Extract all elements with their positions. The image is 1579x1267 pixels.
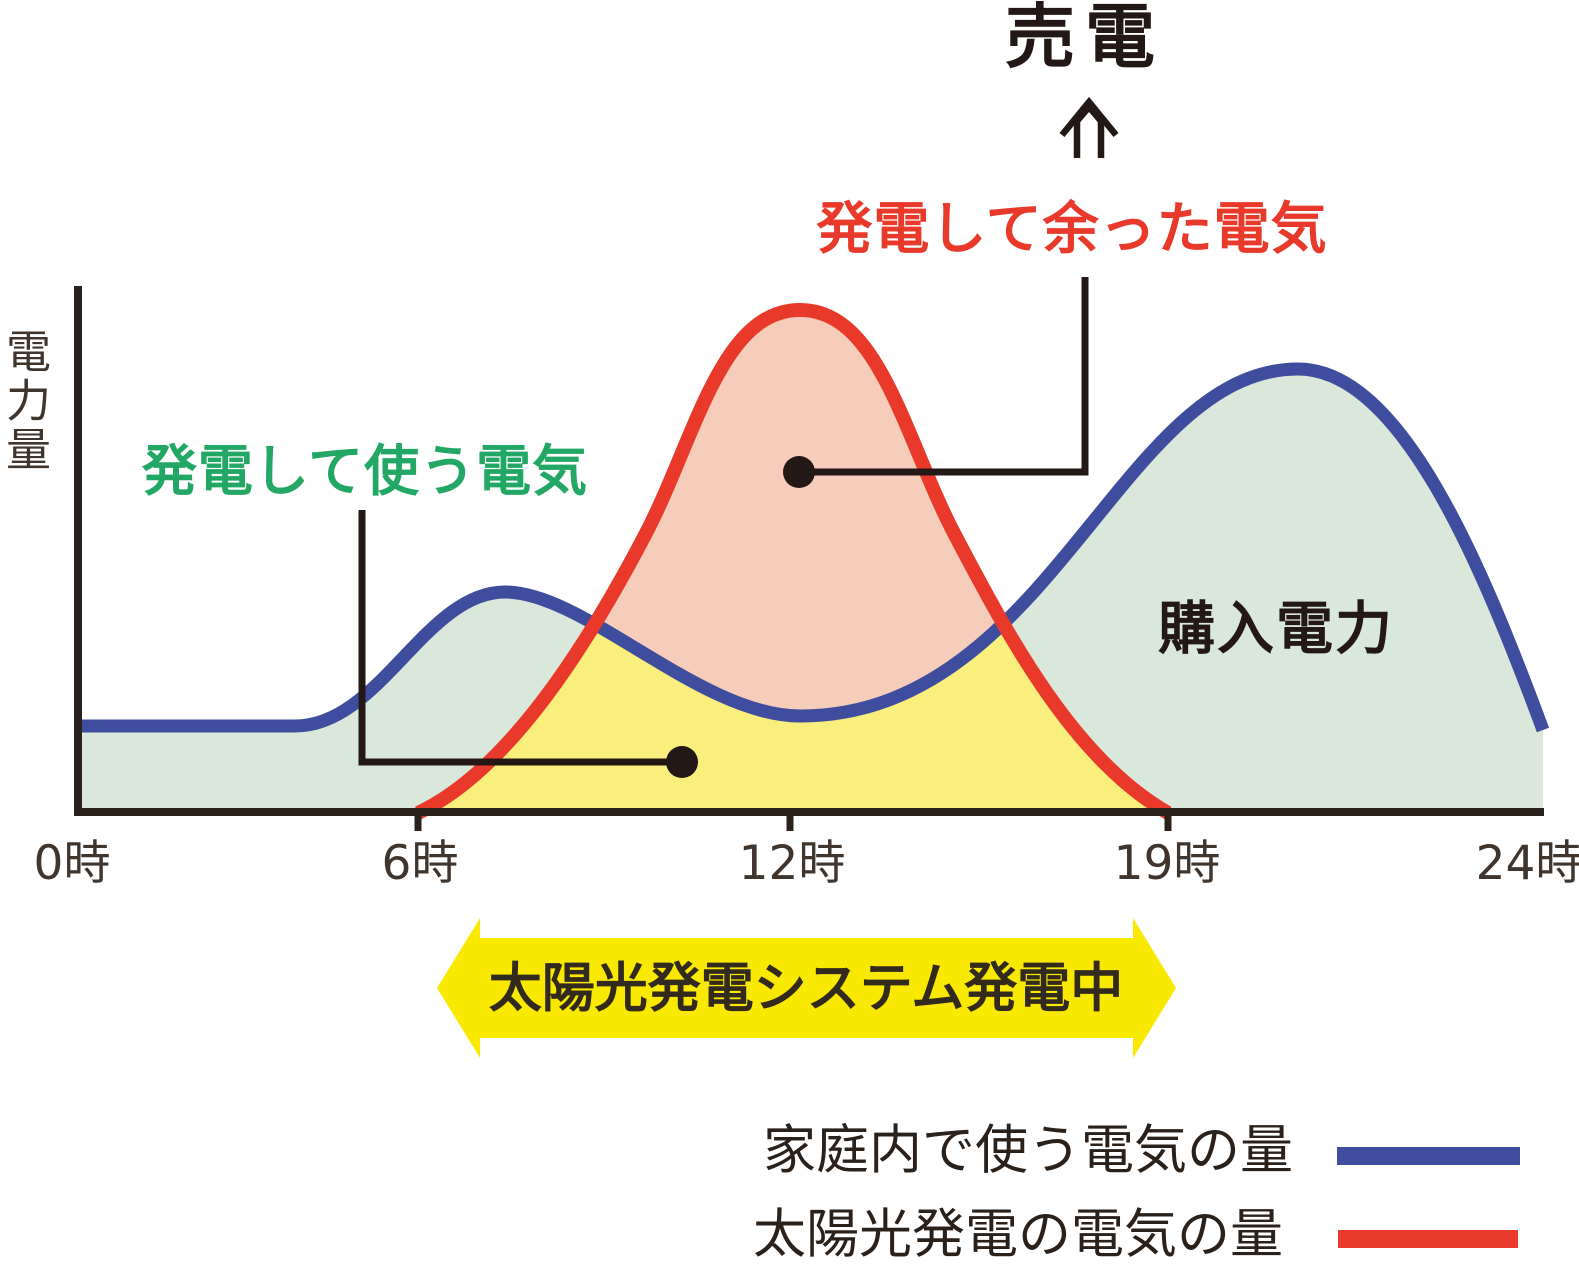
- legend-label-solar: 太陽光発電の電気の量: [753, 1204, 1283, 1265]
- purchased-power-area: [78, 369, 1543, 814]
- self-consumed-callout-line: [358, 510, 682, 766]
- solar-generation-curve: [415, 302, 1172, 820]
- x-axis-ticks: [414, 812, 1172, 831]
- household-use-curve: [78, 362, 1550, 733]
- x-tick-label-0: 0時: [33, 836, 111, 891]
- legend-swatch-household: [1337, 1147, 1520, 1165]
- axes: [74, 286, 1544, 816]
- surplus-label: 発電して余った電気: [816, 197, 1328, 262]
- y-axis-label: 電力量: [0, 328, 51, 475]
- self-consumed-callout-dot: [666, 746, 698, 778]
- x-tick-label-12: 12時: [738, 836, 846, 891]
- legend-label-household: 家庭内で使う電気の量: [763, 1120, 1293, 1181]
- purchased-power-label: 購入電力: [1158, 596, 1394, 662]
- up-arrow-icon: [1059, 96, 1119, 158]
- x-tick-label-19: 19時: [1113, 836, 1221, 891]
- banner-arrow: [437, 918, 1176, 1058]
- x-tick-label-24: 24時: [1475, 836, 1579, 891]
- legend-swatch-solar: [1338, 1230, 1518, 1248]
- surplus-callout-dot: [783, 456, 815, 488]
- x-tick-label-6: 6時: [381, 836, 459, 891]
- banner-label: 太陽光発電システム発電中: [488, 958, 1124, 1019]
- page-title: 売電: [1005, 0, 1165, 78]
- self-consumed-label: 発電して使う電気: [141, 439, 589, 503]
- surplus-callout-line: [799, 277, 1089, 476]
